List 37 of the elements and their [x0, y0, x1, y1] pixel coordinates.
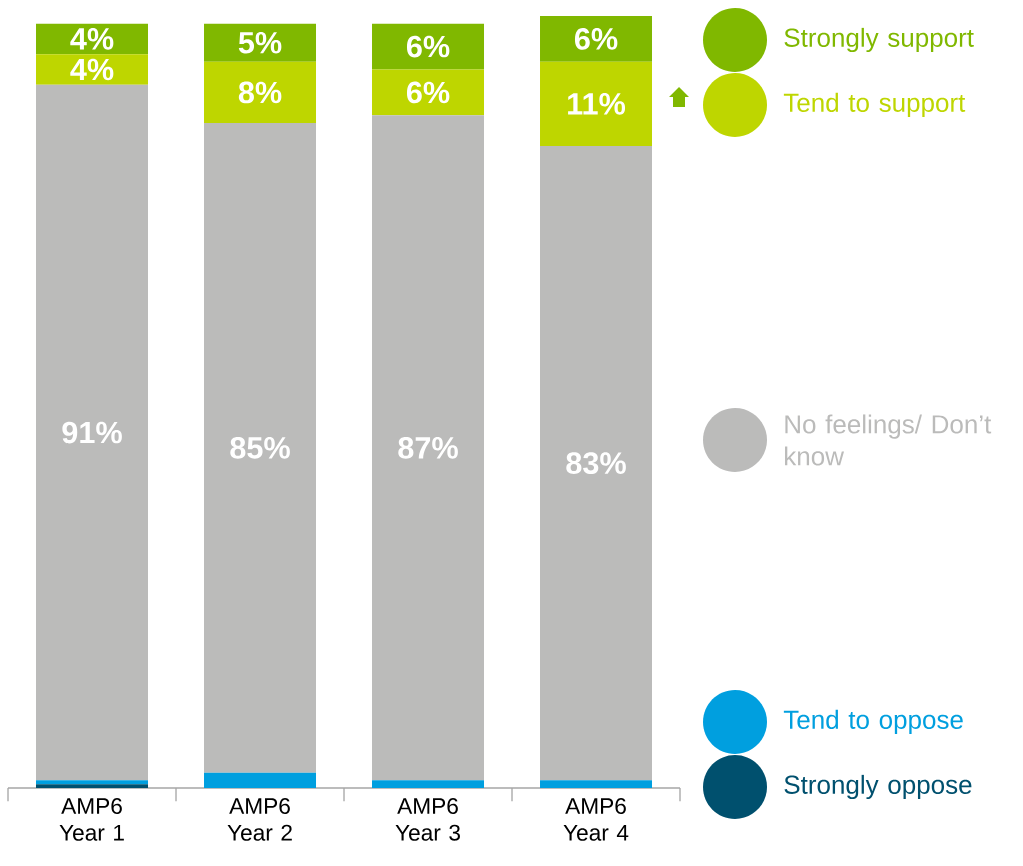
data-label: 4% [70, 58, 114, 81]
data-label: 91% [62, 421, 122, 444]
bar [36, 84, 149, 781]
x-tick-label: AMP6 Year 3 [395, 798, 460, 841]
bar [204, 772, 317, 788]
bar [540, 145, 653, 781]
bar [372, 23, 485, 70]
data-label: 6% [574, 28, 618, 50]
x-tick-label: AMP6 Year 1 [59, 798, 124, 841]
data-label: 87% [398, 436, 458, 459]
bar [540, 780, 653, 788]
x-tick-label: AMP6 Year 4 [563, 798, 629, 841]
bar [204, 122, 317, 773]
data-label: 4% [70, 28, 114, 50]
bar [204, 23, 317, 62]
data-label: 8% [238, 81, 282, 104]
bar [372, 115, 485, 781]
bar [204, 61, 317, 123]
text: No feelings/ Don’t know [785, 414, 992, 466]
bar [540, 15, 653, 62]
data-label: 85% [230, 436, 290, 459]
bar [372, 780, 485, 788]
bar [372, 69, 485, 116]
x-tick-label: AMP6 Year 2 [227, 798, 292, 841]
bar [36, 54, 149, 85]
text: Tend to support [783, 92, 966, 118]
data-label: 11% [568, 93, 626, 115]
data-label: 83% [566, 452, 626, 474]
data-label: 6% [406, 81, 450, 104]
text: Strongly support [784, 27, 974, 53]
text: Strongly oppose [784, 774, 972, 800]
bar [36, 780, 149, 785]
data-label: 5% [238, 31, 282, 54]
data-label: 6% [406, 35, 450, 58]
bar [540, 61, 653, 146]
bar [36, 784, 149, 788]
text: Tend to oppose [783, 709, 963, 735]
